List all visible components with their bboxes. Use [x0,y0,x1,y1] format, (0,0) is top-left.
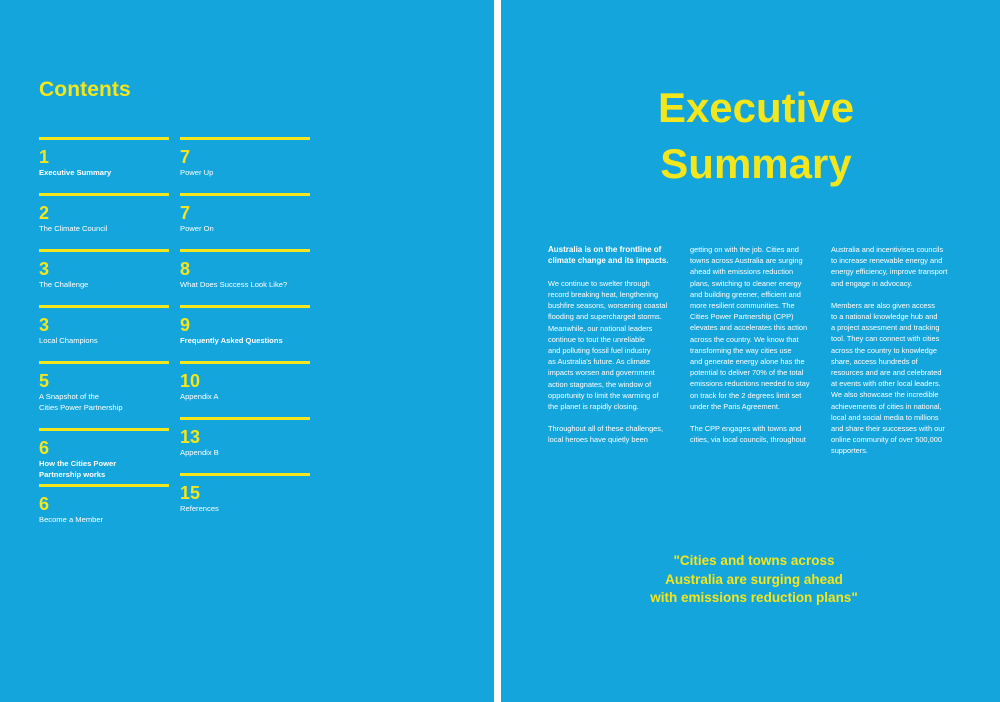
toc-item[interactable]: 15 References [180,473,310,529]
toc-item[interactable]: 2 The Climate Council [39,193,169,249]
toc-item[interactable]: 13 Appendix B [180,417,310,473]
contents-page [0,0,494,702]
toc-rule [180,361,310,364]
toc-page-number: 10 [180,371,201,391]
body-column-3: Australia and incentivises councils to i… [831,244,959,468]
toc-item[interactable]: 10 Appendix A [180,361,310,417]
toc-rule [180,137,310,140]
toc-item[interactable]: 7 Power On [180,193,310,249]
toc-label: Frequently Asked Questions [180,336,283,345]
toc-page-number: 3 [39,315,50,335]
body-paragraph: Throughout all of these challenges, loca… [548,424,664,445]
body-column-1: Australia is on the frontline of climate… [548,244,676,457]
toc-item[interactable]: 8 What Does Success Look Like? [180,249,310,305]
toc-rule [180,417,310,420]
body-paragraph: Members are also given access to a natio… [831,300,945,456]
toc-page-number: 6 [39,494,50,514]
toc-page-number: 15 [180,483,201,503]
body-column-2: getting on with the job. Cities and town… [690,244,818,456]
toc-label: Executive Summary [39,168,112,177]
toc-label: Appendix A [180,392,219,401]
title-line-2: Summary [660,140,852,187]
toc-label: The Climate Council [39,224,108,233]
toc-label: Power Up [180,168,214,177]
toc-item[interactable]: 9 Frequently Asked Questions [180,305,310,361]
toc-page-number: 13 [180,427,201,447]
toc-item[interactable]: 5 A Snapshot of the Cities Power Partner… [39,361,169,428]
toc-column-2: 7 Power Up 7 Power On 8 What Does Succes… [180,137,310,529]
toc-rule [39,193,169,196]
toc-item[interactable]: 7 Power Up [180,137,310,193]
toc-page-number: 2 [39,203,50,223]
toc-rule [180,193,310,196]
lead-paragraph: Australia is on the frontline of climate… [548,245,669,266]
toc-page-number: 7 [180,147,191,167]
toc-page-number: 9 [180,315,191,335]
body-paragraph: The CPP engages with towns and cities, v… [690,424,806,445]
toc-page-number: 1 [39,147,50,167]
toc-rule [180,249,310,252]
toc-label: Power On [180,224,214,233]
toc-item[interactable]: 3 Local Champions [39,305,169,361]
toc-rule [180,305,310,308]
toc-page-number: 8 [180,259,191,279]
page-gutter [494,0,501,702]
toc-label: Become a Member [39,515,104,524]
toc-label: The Challenge [39,280,89,289]
toc-rule [39,361,169,364]
toc-page-number: 7 [180,203,191,223]
pull-quote: "Cities and towns across Australia are s… [650,553,858,605]
contents-title: Contents [39,78,131,101]
toc-rule [39,249,169,252]
toc-rule [180,473,310,476]
executive-summary-page [501,0,1000,702]
toc-label: Appendix B [180,448,219,457]
toc-column-1: 1 Executive Summary 2 The Climate Counci… [39,137,169,540]
executive-summary-title: Executive Summary [501,80,1000,192]
toc-label: Local Champions [39,336,98,345]
toc-item[interactable]: 6 How the Cities Power Partnership works [39,428,169,484]
toc-label: A Snapshot of the Cities Power Partnersh… [39,392,123,412]
toc-item[interactable]: 3 The Challenge [39,249,169,305]
toc-label: What Does Success Look Like? [180,280,288,289]
toc-rule [39,137,169,140]
toc-rule [39,428,169,431]
toc-item[interactable]: 1 Executive Summary [39,137,169,193]
body-paragraph: Australia and incentivises councils to i… [831,245,948,288]
toc-item[interactable]: 6 Become a Member [39,484,169,540]
toc-page-number: 3 [39,259,50,279]
title-line-1: Executive [657,84,855,131]
toc-label: How the Cities Power Partnership works [39,459,117,479]
body-paragraph: We continue to swelter through record br… [548,278,668,412]
toc-rule [39,484,169,487]
toc-rule [39,305,169,308]
body-paragraph: getting on with the job. Cities and town… [690,245,810,411]
toc-page-number: 6 [39,438,50,458]
toc-label: References [180,504,219,513]
toc-page-number: 5 [39,371,50,391]
